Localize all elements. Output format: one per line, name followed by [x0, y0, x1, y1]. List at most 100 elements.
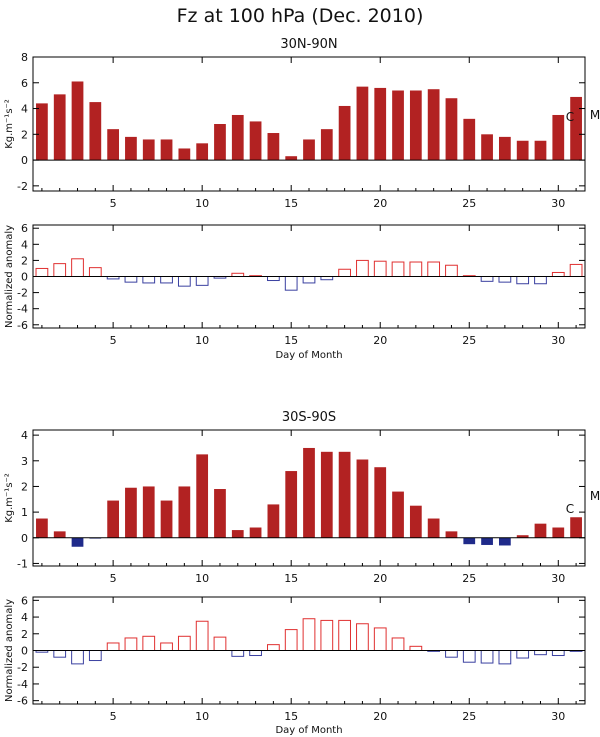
bar-day-30 — [551, 650, 565, 657]
annotation-c: C — [566, 110, 574, 124]
bar-day-17 — [320, 129, 333, 161]
y-tick-label: 0 — [21, 154, 28, 167]
bar-day-3 — [71, 258, 84, 277]
bar-day-4 — [88, 267, 102, 277]
bar-day-22 — [409, 645, 423, 651]
y-tick-label: -6 — [17, 695, 28, 708]
x-tick-label: 15 — [284, 197, 298, 210]
bar-day-12 — [231, 650, 245, 657]
x-tick-label: 10 — [195, 334, 209, 347]
y-axis-label: Kg.m⁻¹s⁻² — [4, 473, 15, 523]
bar-day-15 — [284, 276, 298, 291]
bar-day-29 — [534, 523, 547, 538]
bar-day-3 — [71, 650, 84, 665]
bar-day-27 — [498, 650, 512, 665]
bar-day-11 — [214, 489, 226, 538]
y-tick-label: 6 — [21, 222, 28, 235]
bar-day-8 — [160, 276, 173, 284]
bar-day-17 — [320, 451, 333, 538]
bar-day-20 — [374, 87, 387, 161]
x-tick-label: 30 — [551, 197, 565, 210]
bar-day-31 — [570, 517, 582, 538]
bar-day-5 — [106, 642, 120, 651]
bar-day-27 — [498, 276, 512, 283]
bar-day-7 — [142, 635, 156, 651]
bar-day-16 — [302, 618, 316, 651]
y-tick-label: -6 — [17, 319, 28, 332]
y-axis-label: Normalized anomaly — [4, 225, 15, 328]
bar-day-12 — [231, 530, 244, 538]
bar-day-8 — [160, 642, 173, 651]
bar-day-8 — [160, 500, 173, 538]
bar-day-31 — [569, 263, 583, 277]
y-tick-label: -1 — [17, 557, 28, 570]
bar-day-6 — [125, 136, 137, 161]
bar-day-23 — [427, 518, 440, 538]
bar-day-30 — [552, 527, 565, 538]
y-tick-label: -2 — [17, 661, 28, 674]
bar-day-24 — [445, 650, 458, 658]
bar-day-18 — [338, 105, 351, 161]
bar-day-22 — [409, 261, 423, 277]
bar-day-28 — [516, 276, 530, 285]
bar-day-7 — [142, 139, 155, 161]
panel-sh_flux: -1 0 1 2 3 4 5 10 15 20 25 30 30S-90S Kg.m⁻¹s⁻² C M — [4, 410, 600, 585]
bar-day-9 — [177, 276, 191, 287]
bar-day-29 — [534, 140, 547, 161]
bar-day-17 — [320, 619, 334, 651]
panel-sh_anomaly: -6 -4 -2 0 2 4 6 5 10 15 20 25 30 Normalized anomaly D… — [4, 594, 586, 736]
plot-frame — [32, 56, 586, 192]
x-tick-label: 10 — [195, 710, 209, 723]
x-tick-label: 30 — [551, 710, 565, 723]
bar-day-12 — [231, 114, 244, 161]
bar-day-18 — [338, 619, 351, 651]
bar-day-11 — [213, 636, 227, 651]
bar-day-7 — [142, 276, 156, 284]
bar-day-15 — [284, 629, 298, 651]
x-tick-label: 15 — [284, 710, 298, 723]
y-tick-label: -2 — [17, 180, 28, 193]
bar-day-26 — [480, 650, 494, 664]
bar-day-25 — [463, 118, 476, 161]
x-tick-label: 5 — [110, 572, 117, 585]
panel-title: 30N-90N — [280, 37, 337, 52]
bar-day-19 — [356, 623, 369, 651]
y-tick-label: 3 — [21, 455, 28, 468]
bar-day-1 — [35, 267, 49, 277]
bar-day-28 — [516, 140, 529, 161]
bar-day-2 — [53, 650, 67, 658]
y-tick-label: 0 — [21, 532, 28, 545]
bar-day-30 — [551, 271, 565, 277]
y-tick-label: 0 — [21, 271, 28, 284]
x-tick-label: 20 — [373, 334, 387, 347]
bar-day-14 — [267, 504, 280, 538]
bar-day-2 — [53, 94, 66, 161]
bar-day-13 — [249, 650, 262, 657]
bar-day-21 — [392, 491, 404, 538]
x-tick-label: 25 — [462, 710, 476, 723]
x-axis-label: Day of Month — [275, 350, 342, 361]
y-tick-label: 2 — [21, 128, 28, 141]
bar-day-9 — [177, 635, 191, 651]
bar-day-29 — [534, 276, 547, 285]
bar-day-20 — [373, 260, 387, 277]
y-tick-label: -2 — [17, 287, 28, 300]
x-tick-label: 15 — [284, 334, 298, 347]
bar-day-23 — [427, 261, 441, 277]
x-tick-label: 5 — [110, 334, 117, 347]
bar-day-27 — [498, 136, 511, 161]
y-axis-label: Kg.m⁻¹s⁻² — [4, 99, 15, 149]
bar-day-2 — [53, 531, 66, 538]
bar-day-27 — [498, 537, 511, 546]
bar-day-30 — [552, 114, 565, 161]
panel-nh_anomaly: -6 -4 -2 0 2 4 6 5 10 15 20 25 30 Normalized anomaly D… — [4, 222, 586, 361]
bar-day-6 — [124, 637, 138, 651]
bar-day-5 — [107, 129, 120, 161]
annotation-m: M — [590, 489, 600, 503]
bar-day-15 — [285, 156, 298, 161]
bar-day-10 — [195, 276, 209, 286]
bar-day-21 — [391, 261, 405, 277]
bar-day-21 — [391, 637, 405, 651]
bar-day-14 — [267, 133, 280, 161]
bar-day-15 — [285, 471, 298, 538]
